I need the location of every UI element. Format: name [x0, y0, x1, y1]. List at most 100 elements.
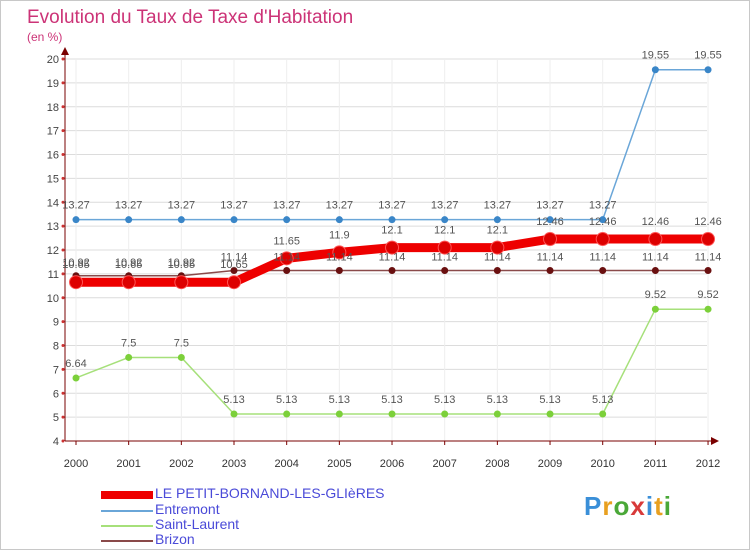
- y-tick-label: 18: [47, 102, 59, 114]
- data-point: [546, 267, 554, 275]
- data-point: [72, 216, 80, 224]
- data-label: 11.14: [484, 252, 511, 264]
- x-tick-label: 2008: [485, 458, 509, 470]
- data-point: [174, 275, 189, 290]
- data-label: 12.1: [381, 225, 402, 237]
- data-label: 13.27: [484, 200, 512, 212]
- proxiti-logo: Proxiti: [584, 491, 672, 522]
- y-tick-label: 10: [47, 293, 59, 305]
- y-tick-label: 17: [47, 126, 59, 138]
- y-tick-mark: [61, 200, 65, 204]
- data-point: [490, 240, 505, 255]
- x-tick-label: 2000: [64, 458, 88, 470]
- data-label: 5.13: [539, 394, 560, 406]
- y-tick-mark: [61, 105, 65, 109]
- data-point: [441, 267, 449, 275]
- logo-letter: r: [602, 491, 614, 521]
- y-tick-mark: [61, 439, 65, 443]
- data-label: 13.27: [62, 200, 90, 212]
- data-point: [177, 353, 185, 361]
- data-point: [493, 267, 501, 275]
- data-point: [599, 410, 607, 418]
- data-label: 10.92: [168, 257, 196, 269]
- data-label: 13.27: [589, 200, 617, 212]
- data-label: 13.27: [220, 200, 248, 212]
- y-tick-label: 13: [47, 221, 59, 233]
- x-tick-label: 2002: [169, 458, 193, 470]
- data-label: 11.9: [329, 229, 350, 241]
- data-point: [230, 216, 238, 224]
- data-point: [125, 216, 133, 224]
- data-point: [701, 232, 716, 247]
- y-tick-label: 19: [47, 78, 59, 90]
- y-tick-label: 9: [53, 317, 59, 329]
- data-label: 5.13: [381, 394, 402, 406]
- logo-letter: i: [663, 491, 672, 521]
- data-label: 19.55: [694, 50, 722, 62]
- axes: 4 5 6 7 8 9 10 11 12 13 14 15 16 17 18 19 20 2000 2001 2002…: [47, 47, 720, 470]
- legend-label: LE PETIT-BORNAND-LES-GLIèRES: [155, 485, 385, 501]
- data-label: 11.14: [221, 252, 248, 264]
- data-point: [230, 410, 238, 418]
- data-point: [441, 410, 449, 418]
- y-tick-label: 7: [53, 364, 59, 376]
- y-tick-mark: [61, 344, 65, 347]
- data-point: [335, 410, 343, 418]
- logo-letter: P: [584, 491, 603, 521]
- data-point: [332, 245, 347, 260]
- data-point: [385, 240, 400, 255]
- data-label: 10.92: [115, 257, 143, 269]
- y-tick-label: 15: [47, 173, 59, 185]
- data-label: 5.13: [276, 394, 297, 406]
- data-point: [651, 267, 659, 275]
- data-label: 11.14: [537, 252, 564, 264]
- y-tick-mark: [61, 320, 65, 324]
- data-point: [704, 66, 712, 74]
- x-tick-label: 2004: [274, 458, 298, 470]
- data-point: [121, 275, 136, 290]
- data-point: [335, 216, 343, 224]
- data-label: 10.65: [62, 259, 90, 271]
- data-label: 13.27: [378, 200, 406, 212]
- y-tick-label: 11: [48, 269, 59, 281]
- data-label: 12.1: [434, 225, 455, 237]
- legend-label: Entremont: [155, 501, 220, 517]
- data-point: [335, 267, 343, 275]
- data-label: 7.5: [121, 337, 136, 349]
- chart-unit-label: (en %): [27, 30, 63, 44]
- chart-title: Evolution du Taux de Taxe d'Habitation: [27, 7, 354, 28]
- legend-label: Brizon: [155, 531, 195, 547]
- y-tick-mark: [61, 129, 65, 133]
- y-tick-mark: [61, 224, 65, 228]
- data-label: 12.46: [536, 216, 564, 228]
- data-point: [546, 410, 554, 418]
- legend-swatch: [101, 510, 153, 512]
- logo-letter: o: [613, 491, 631, 521]
- data-label: 5.13: [487, 394, 508, 406]
- data-point: [72, 374, 80, 382]
- data-label: 13.27: [273, 200, 301, 212]
- data-point: [388, 216, 396, 224]
- legend-swatch: [101, 540, 153, 542]
- data-point: [546, 216, 554, 224]
- data-label: 13.27: [168, 200, 196, 212]
- logo-letter: x: [630, 491, 646, 521]
- data-label: 11.14: [642, 252, 669, 264]
- data-label: 11.14: [273, 252, 300, 264]
- x-tick-label: 2010: [590, 458, 614, 470]
- legend-swatch: [101, 525, 153, 527]
- data-label: 13.27: [431, 200, 459, 212]
- data-point: [704, 267, 712, 275]
- x-tick-label: 2012: [696, 458, 720, 470]
- data-label: 11.14: [431, 252, 458, 264]
- data-point: [69, 275, 83, 290]
- data-label: 10.65: [220, 259, 248, 271]
- data-label: 11.65: [273, 235, 300, 247]
- data-label: 10.65: [168, 259, 196, 271]
- data-point: [651, 305, 659, 313]
- data-point: [279, 251, 294, 266]
- y-tick-mark: [61, 367, 65, 371]
- data-label: 12.46: [694, 216, 722, 228]
- y-tick-label: 20: [47, 54, 59, 66]
